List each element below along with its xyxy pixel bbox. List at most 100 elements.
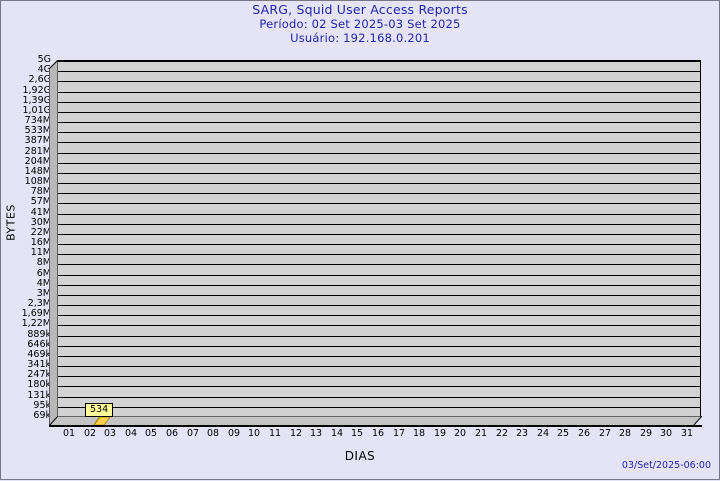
plot-area	[57, 60, 701, 418]
x-tick-label: 12	[289, 428, 303, 439]
x-tick-label: 23	[515, 428, 529, 439]
y-tick-label: 533M	[24, 125, 51, 136]
gridline	[58, 376, 700, 377]
y-tick-label: 41M	[30, 207, 51, 218]
y-tick-label: 6M	[36, 268, 51, 279]
x-tick-label: 11	[268, 428, 282, 439]
y-tick-label: 30M	[30, 217, 51, 228]
x-tick-label: 08	[206, 428, 220, 439]
gridline	[58, 81, 700, 82]
data-label-value: 534	[85, 403, 114, 417]
y-tick-label: 281M	[24, 146, 51, 157]
y-tick-label: 734M	[24, 115, 51, 126]
y-tick-label: 57M	[30, 196, 51, 207]
x-tick-label: 22	[495, 428, 509, 439]
gridline	[58, 102, 700, 103]
gridline	[58, 183, 700, 184]
gridline	[58, 366, 700, 367]
gridline	[58, 71, 700, 72]
y-tick-label: 180k	[27, 379, 51, 390]
gridline	[58, 142, 700, 143]
x-tick-label: 31	[680, 428, 694, 439]
y-tick-label: 1,22M	[21, 318, 51, 329]
gridline	[58, 224, 700, 225]
x-tick-label: 21	[474, 428, 488, 439]
x-tick-label: 01	[62, 428, 76, 439]
y-tick-label: 1,92G	[22, 85, 51, 96]
y-tick-label: 341k	[27, 359, 51, 370]
y-tick-label: 204M	[24, 156, 51, 167]
report-user: Usuário: 192.168.0.201	[290, 31, 430, 45]
x-tick-label: 04	[124, 428, 138, 439]
gridline	[58, 92, 700, 93]
y-tick-label: 4M	[36, 278, 51, 289]
report-period: Período: 02 Set 2025-03 Set 2025	[259, 17, 461, 31]
gridline	[58, 336, 700, 337]
gridline	[58, 163, 700, 164]
gridline	[58, 295, 700, 296]
gridline	[58, 315, 700, 316]
gridline	[58, 305, 700, 306]
x-tick-label: 09	[227, 428, 241, 439]
gridline	[58, 234, 700, 235]
gridline	[58, 112, 700, 113]
gridline	[58, 203, 700, 204]
x-axis-title: DIAS	[344, 449, 376, 463]
x-tick-label: 14	[330, 428, 344, 439]
x-tick-label: 25	[556, 428, 570, 439]
x-tick-label: 13	[309, 428, 323, 439]
gridline	[58, 193, 700, 194]
x-tick-label: 20	[453, 428, 467, 439]
x-tick-label: 02	[83, 428, 97, 439]
gridline	[58, 407, 700, 408]
y-tick-label: 11M	[30, 247, 51, 258]
x-tick-label: 18	[412, 428, 426, 439]
y-tick-label: 5G	[37, 54, 51, 65]
y-tick-label: 469k	[27, 349, 51, 360]
gridline	[58, 132, 700, 133]
gridline	[58, 325, 700, 326]
gridline	[58, 285, 700, 286]
y-tick-label: 22M	[30, 227, 51, 238]
x-tick-label: 28	[618, 428, 632, 439]
gridline	[58, 275, 700, 276]
generated-timestamp: 03/Set/2025-06:00	[621, 460, 711, 471]
gridline	[58, 254, 700, 255]
gridline	[58, 153, 700, 154]
x-tick-label: 07	[186, 428, 200, 439]
x-tick-label: 16	[371, 428, 385, 439]
y-tick-label: 78M	[30, 186, 51, 197]
y-tick-label: 889k	[27, 329, 51, 340]
y-tick-label: 646k	[27, 339, 51, 350]
y-tick-label: 1,69M	[21, 308, 51, 319]
x-tick-label: 24	[536, 428, 550, 439]
y-tick-label: 2,6G	[28, 74, 51, 85]
page-title: SARG, Squid User Access Reports	[252, 2, 468, 17]
gridline	[58, 214, 700, 215]
x-axis-baseline	[49, 425, 702, 427]
gridline	[58, 417, 700, 418]
gridline	[58, 397, 700, 398]
gridline	[58, 61, 700, 62]
y-tick-label: 3M	[36, 288, 51, 299]
chart-title-block: SARG, Squid User Access Reports Período:…	[1, 2, 719, 46]
gridline	[58, 356, 700, 357]
x-tick-label: 29	[639, 428, 653, 439]
x-tick-label: 30	[659, 428, 673, 439]
x-tick-label: 17	[392, 428, 406, 439]
y-tick-label: 1,39G	[22, 95, 51, 106]
gridline	[58, 386, 700, 387]
y-tick-label: 16M	[30, 237, 51, 248]
gridline	[58, 264, 700, 265]
y-tick-label: 1,01G	[22, 105, 51, 116]
x-tick-label: 05	[144, 428, 158, 439]
x-tick-label: 19	[433, 428, 447, 439]
x-tick-label: 10	[247, 428, 261, 439]
x-tick-label: 03	[103, 428, 117, 439]
y-tick-label: 247k	[27, 369, 51, 380]
y-tick-label: 148M	[24, 166, 51, 177]
y-tick-label: 2,3M	[27, 298, 51, 309]
y-tick-label: 95k	[33, 400, 51, 411]
x-tick-label: 15	[350, 428, 364, 439]
